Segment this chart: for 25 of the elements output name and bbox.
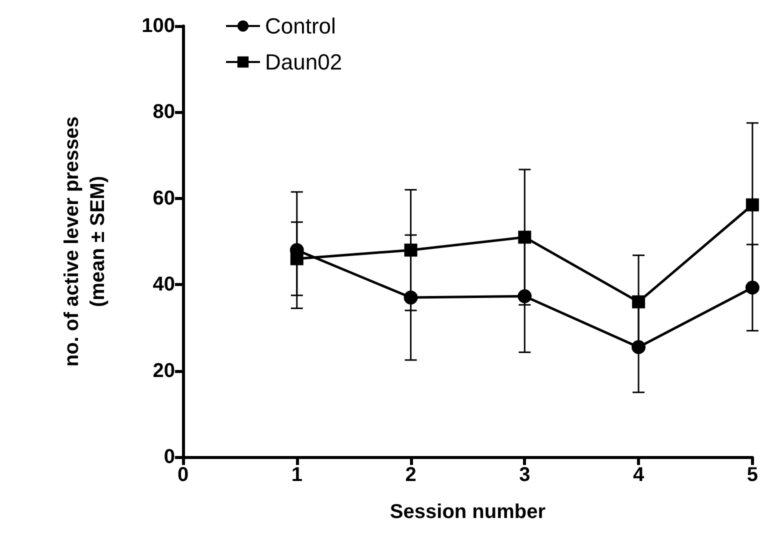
y-tick-label: 60 [152, 187, 175, 210]
x-tick-label: 3 [519, 464, 530, 486]
y-tick-label: 80 [152, 101, 175, 124]
legend-label: Daun02 [265, 50, 342, 74]
legend-label: Control [265, 14, 336, 38]
y-tick-label: 100 [142, 15, 175, 37]
point [290, 252, 304, 266]
point [404, 290, 418, 305]
point [632, 340, 646, 354]
point [746, 198, 759, 212]
x-tick-label: 0 [177, 464, 189, 486]
point [632, 295, 646, 308]
x-tick-label: 2 [405, 464, 416, 486]
y-tick-label: 0 [164, 446, 175, 468]
y-tick-label: 20 [152, 360, 175, 382]
x-tick-label: 5 [746, 464, 758, 486]
x-tick-label: 1 [291, 464, 302, 486]
point [518, 230, 532, 244]
point [518, 289, 532, 304]
point [745, 280, 760, 295]
y-tick-label: 40 [152, 274, 175, 296]
x-axis-title: Session number [390, 501, 546, 523]
point [404, 244, 418, 257]
y-axis-title: no. of active lever presses (mean ± SEM) [61, 116, 109, 367]
x-tick-label: 4 [632, 464, 645, 486]
